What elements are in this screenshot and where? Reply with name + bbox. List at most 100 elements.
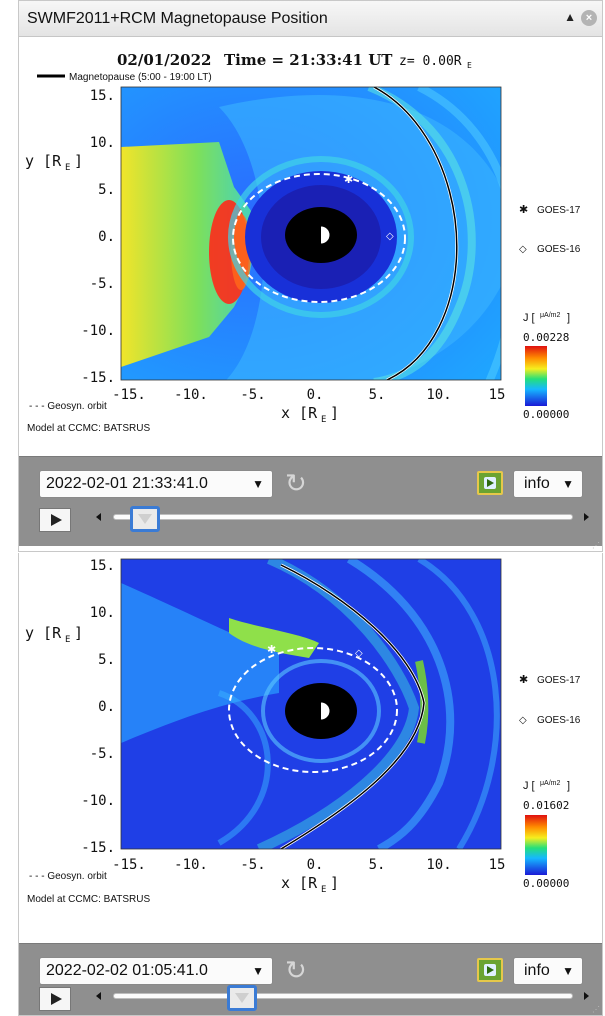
x-axis-label-sub: E [321, 415, 326, 425]
svg-text:]: ] [74, 152, 83, 170]
chevron-down-icon: ▼ [252, 964, 264, 978]
info-dropdown[interactable]: info ▼ [513, 470, 583, 498]
geosyn-orbit [228, 647, 398, 773]
goes17-marker: ✱ [344, 174, 353, 186]
widget-titlebar: SWMF2011+RCM Magnetopause Position ▲ × [19, 1, 602, 37]
close-icon[interactable]: × [581, 10, 597, 26]
time-slider-thumb[interactable] [130, 506, 161, 532]
y-tick: 15. [90, 558, 115, 574]
collapse-up-icon[interactable]: ▲ [564, 10, 576, 24]
legend-geosyn: - - - Geosyn. orbit [29, 401, 107, 412]
widget-title: SWMF2011+RCM Magnetopause Position [27, 10, 328, 27]
movie-icon[interactable] [477, 958, 503, 982]
time-slider-thumb[interactable] [226, 985, 257, 1011]
svg-text:]: ] [330, 404, 339, 422]
info-label: info [524, 962, 550, 979]
y-tick: 0. [98, 699, 115, 715]
colorbar-label: J [ [523, 312, 535, 324]
x-axis-label: x [R [281, 404, 318, 422]
refresh-icon[interactable]: ↻ [285, 468, 307, 498]
movie-icon[interactable] [477, 471, 503, 495]
info-label: info [524, 475, 550, 492]
x-tick: -5. [240, 387, 265, 403]
plot-title-date: 02/01/2022 [117, 51, 211, 69]
geosyn-orbit [232, 173, 406, 303]
time-controls: 2022-02-02 01:05:41.0 ▼ ↻ info ▼ [19, 943, 602, 1015]
goes17-legend-marker: ✱ [519, 204, 528, 216]
x-tick: -15. [112, 387, 146, 403]
colorbar-min: 0.00000 [523, 408, 569, 421]
magnetopause-widget-1: SWMF2011+RCM Magnetopause Position ▲ × [18, 0, 603, 552]
y-tick: 5. [98, 182, 115, 198]
x-tick: 15 [489, 387, 506, 403]
x-axis-label: x [R [281, 874, 318, 892]
y-tick: -10. [81, 323, 115, 339]
goes17-legend-marker: ✱ [519, 674, 528, 686]
info-dropdown[interactable]: info ▼ [513, 957, 583, 985]
plot-title-z-sub: E [467, 61, 472, 70]
model-text: Model at CCMC: BATSRUS [27, 423, 151, 434]
legend-geosyn: - - - Geosyn. orbit [29, 871, 107, 882]
model-text: Model at CCMC: BATSRUS [27, 894, 151, 905]
time-select[interactable]: 2022-02-02 01:05:41.0 ▼ [39, 957, 273, 985]
colorbar-max: 0.00228 [523, 331, 569, 344]
slider-step-back-icon[interactable] [96, 992, 101, 1000]
play-button[interactable] [39, 987, 71, 1011]
y-tick: -5. [90, 276, 115, 292]
x-tick: -5. [240, 857, 265, 873]
time-select[interactable]: 2022-02-01 21:33:41.0 ▼ [39, 470, 273, 498]
y-tick: 10. [90, 605, 115, 621]
svg-text:]: ] [330, 874, 339, 892]
refresh-icon[interactable]: ↻ [285, 955, 307, 985]
svg-text:]: ] [567, 780, 570, 792]
resize-handle-icon[interactable]: ⋰ [592, 1005, 600, 1014]
y-tick: 15. [90, 88, 115, 104]
y-tick: -15. [81, 370, 115, 386]
x-tick: -10. [174, 387, 208, 403]
y-tick: 5. [98, 652, 115, 668]
slider-step-forward-icon[interactable] [584, 992, 589, 1000]
magnetopause-widget-2: ✱ ◇ 15. 10. 5. 0. -5. -10. -15. y [R E ]… [18, 553, 603, 1016]
slider-step-forward-icon[interactable] [584, 513, 589, 521]
x-tick: 0. [307, 387, 324, 403]
x-tick: -15. [112, 857, 146, 873]
y-axis-label: y [R [25, 624, 62, 642]
goes16-marker: ◇ [386, 231, 394, 242]
resize-handle-icon[interactable]: ⋰ [592, 541, 600, 550]
x-tick: 10. [426, 387, 451, 403]
x-tick: 15 [489, 857, 506, 873]
time-slider-track[interactable] [113, 993, 573, 999]
goes17-legend-label: GOES-17 [537, 675, 581, 686]
y-tick: 0. [98, 229, 115, 245]
colorbar-label: J [ [523, 780, 535, 792]
plot-title-z: z= 0.00R [399, 54, 462, 69]
time-slider-track[interactable] [113, 514, 573, 520]
svg-text:]: ] [74, 624, 83, 642]
goes17-legend-label: GOES-17 [537, 205, 581, 216]
y-tick: -10. [81, 793, 115, 809]
goes17-marker: ✱ [267, 644, 276, 656]
y-axis-label-sub: E [65, 635, 70, 645]
y-axis-label: y [R [25, 152, 62, 170]
legend-magnetopause: Magnetopause (5:00 - 19:00 LT) [69, 72, 212, 83]
play-button[interactable] [39, 508, 71, 532]
colorbar-max: 0.01602 [523, 799, 569, 812]
time-select-value: 2022-02-02 01:05:41.0 [46, 962, 208, 979]
plot-frame [120, 558, 502, 850]
x-axis-label-sub: E [321, 885, 326, 895]
time-controls: 2022-02-01 21:33:41.0 ▼ ↻ info ▼ [19, 456, 602, 546]
x-tick: 5. [369, 387, 386, 403]
slider-step-back-icon[interactable] [96, 513, 101, 521]
x-tick: 5. [369, 857, 386, 873]
x-tick: 0. [307, 857, 324, 873]
y-tick: -5. [90, 746, 115, 762]
goes16-marker: ◇ [355, 648, 363, 659]
chevron-down-icon: ▼ [252, 477, 264, 491]
goes16-legend-label: GOES-16 [537, 715, 581, 726]
y-tick: -15. [81, 840, 115, 856]
goes16-legend-label: GOES-16 [537, 244, 581, 255]
x-tick: 10. [426, 857, 451, 873]
plot-frame [120, 86, 502, 381]
time-select-value: 2022-02-01 21:33:41.0 [46, 475, 208, 492]
goes16-legend-marker: ◇ [519, 715, 527, 726]
